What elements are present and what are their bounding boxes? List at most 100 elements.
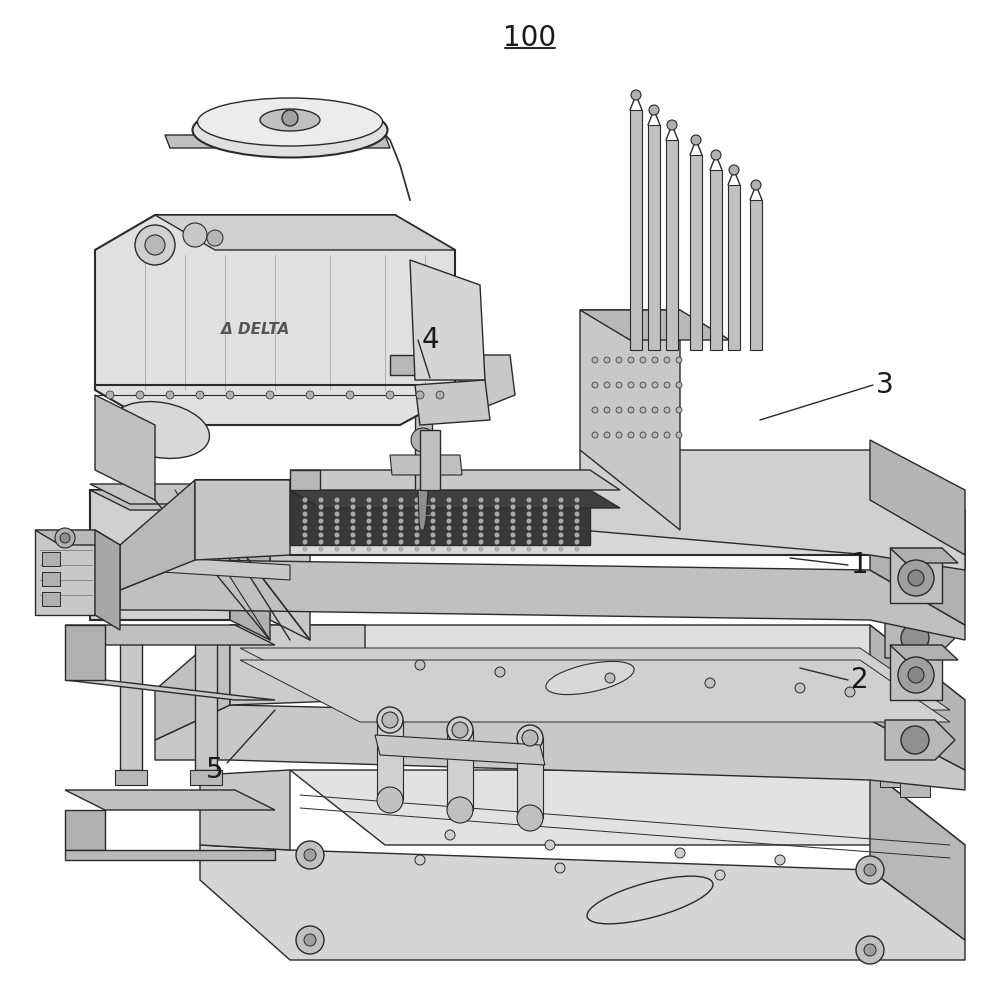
Circle shape xyxy=(545,840,555,850)
Polygon shape xyxy=(390,455,462,475)
Circle shape xyxy=(302,526,308,530)
Polygon shape xyxy=(195,480,290,560)
Circle shape xyxy=(346,506,354,514)
Circle shape xyxy=(592,357,598,363)
Circle shape xyxy=(282,110,298,126)
Circle shape xyxy=(382,504,388,510)
Bar xyxy=(42,592,60,606)
Circle shape xyxy=(318,512,324,516)
Circle shape xyxy=(436,391,444,399)
Circle shape xyxy=(415,497,420,502)
Circle shape xyxy=(649,105,659,115)
Polygon shape xyxy=(390,355,460,375)
Circle shape xyxy=(318,504,324,510)
Circle shape xyxy=(605,673,615,683)
Circle shape xyxy=(711,150,721,160)
Circle shape xyxy=(446,497,452,502)
Circle shape xyxy=(302,512,308,516)
Circle shape xyxy=(616,382,622,388)
Polygon shape xyxy=(870,770,965,940)
Polygon shape xyxy=(200,770,290,850)
Circle shape xyxy=(318,546,324,552)
Circle shape xyxy=(479,504,484,510)
Circle shape xyxy=(318,540,324,544)
Circle shape xyxy=(574,526,580,530)
Polygon shape xyxy=(65,680,275,700)
Circle shape xyxy=(302,546,308,552)
Circle shape xyxy=(676,432,682,438)
Circle shape xyxy=(382,712,398,728)
Polygon shape xyxy=(890,548,958,563)
Circle shape xyxy=(628,407,634,413)
Circle shape xyxy=(640,382,646,388)
Circle shape xyxy=(351,504,356,510)
Circle shape xyxy=(526,532,532,538)
Polygon shape xyxy=(890,645,942,700)
Circle shape xyxy=(306,391,314,399)
Circle shape xyxy=(494,512,500,516)
Circle shape xyxy=(616,432,622,438)
Circle shape xyxy=(462,504,468,510)
Polygon shape xyxy=(460,355,515,415)
Circle shape xyxy=(664,407,670,413)
Polygon shape xyxy=(890,548,942,603)
Polygon shape xyxy=(95,215,455,425)
Polygon shape xyxy=(240,660,950,722)
Circle shape xyxy=(346,391,354,399)
Bar xyxy=(115,770,147,785)
Circle shape xyxy=(334,532,340,538)
Circle shape xyxy=(511,497,516,502)
Circle shape xyxy=(864,944,876,956)
Circle shape xyxy=(382,526,388,530)
Circle shape xyxy=(430,532,436,538)
Circle shape xyxy=(266,391,274,399)
Circle shape xyxy=(696,528,704,536)
Circle shape xyxy=(196,391,204,399)
Circle shape xyxy=(446,546,452,552)
Polygon shape xyxy=(35,530,95,615)
Circle shape xyxy=(430,526,436,530)
Circle shape xyxy=(366,512,372,516)
Polygon shape xyxy=(155,215,455,250)
Polygon shape xyxy=(870,480,965,625)
Circle shape xyxy=(574,504,580,510)
Circle shape xyxy=(318,526,324,530)
Polygon shape xyxy=(728,185,740,350)
Circle shape xyxy=(845,687,855,697)
Circle shape xyxy=(795,683,805,693)
Circle shape xyxy=(377,787,403,813)
Polygon shape xyxy=(885,720,955,760)
Circle shape xyxy=(479,497,484,502)
Polygon shape xyxy=(410,260,485,380)
Circle shape xyxy=(901,726,929,754)
Polygon shape xyxy=(65,850,275,860)
Circle shape xyxy=(296,926,324,954)
Bar xyxy=(190,770,222,785)
Circle shape xyxy=(640,357,646,363)
Circle shape xyxy=(511,526,516,530)
Circle shape xyxy=(334,504,340,510)
Polygon shape xyxy=(95,530,120,630)
Circle shape xyxy=(542,532,548,538)
Circle shape xyxy=(494,540,500,544)
Circle shape xyxy=(398,546,404,552)
Circle shape xyxy=(751,180,761,190)
Polygon shape xyxy=(120,480,195,590)
Circle shape xyxy=(351,518,356,524)
Circle shape xyxy=(366,526,372,530)
Circle shape xyxy=(729,165,739,175)
Circle shape xyxy=(786,533,794,541)
Polygon shape xyxy=(230,625,365,705)
Polygon shape xyxy=(290,470,320,490)
Circle shape xyxy=(479,512,484,516)
Polygon shape xyxy=(870,625,965,770)
Circle shape xyxy=(596,523,604,531)
Polygon shape xyxy=(35,530,120,545)
Polygon shape xyxy=(65,625,105,680)
Circle shape xyxy=(816,526,824,534)
Polygon shape xyxy=(230,625,965,700)
Ellipse shape xyxy=(111,402,209,458)
Polygon shape xyxy=(375,735,545,765)
Polygon shape xyxy=(710,170,722,350)
Circle shape xyxy=(447,717,473,743)
